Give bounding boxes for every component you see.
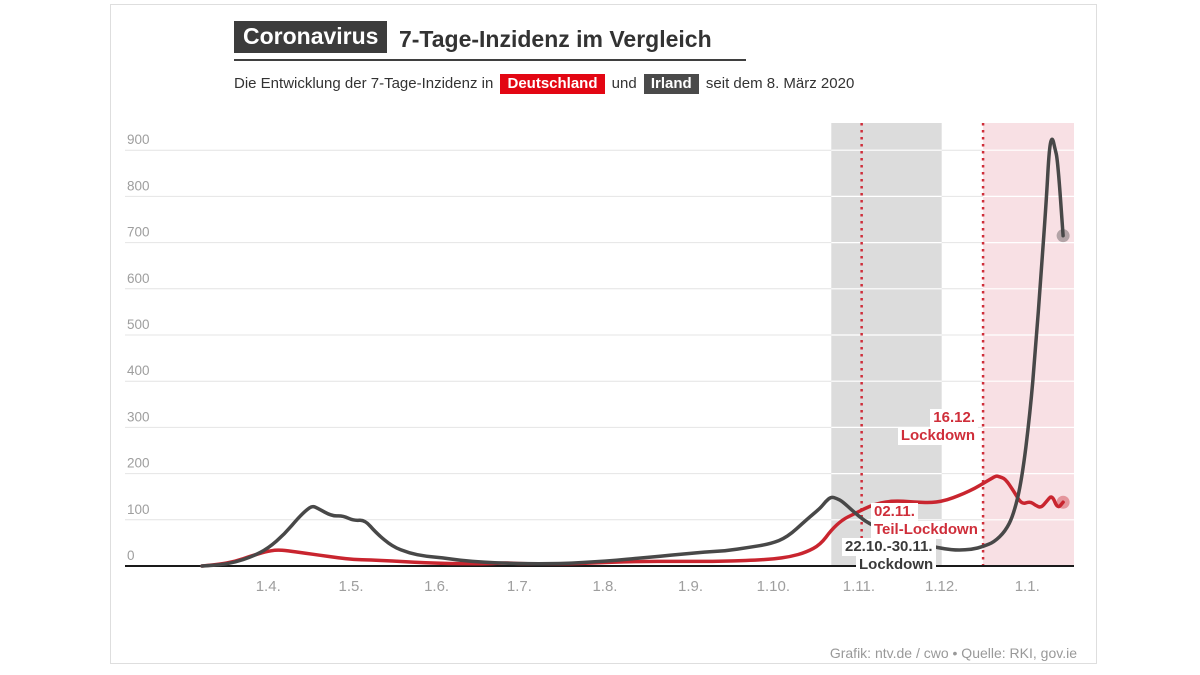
subtitle-middle: und xyxy=(611,75,637,92)
annotation-date: 16.12. xyxy=(930,409,978,427)
subtitle-suffix: seit dem 8. März 2020 xyxy=(705,75,855,92)
annotation-label: Lockdown xyxy=(897,427,978,445)
kicker-badge: Coronavirus xyxy=(234,21,388,53)
annotation-label: Teil-Lockdown xyxy=(871,521,981,539)
germany-badge: Deutschland xyxy=(500,74,605,94)
credit-line: Grafik: ntv.de / cwo • Quelle: RKI, gov.… xyxy=(829,645,1077,661)
annotation-teil-lockdown-germany: 02.11. Teil-Lockdown xyxy=(871,503,981,539)
annotation-lockdown-ireland: 22.10.-30.11. Lockdown xyxy=(842,538,937,574)
ireland-badge: Irland xyxy=(643,74,699,94)
annotation-date: 02.11. xyxy=(871,503,918,521)
annotation-label: Lockdown xyxy=(856,556,937,574)
page-title: 7-Tage-Inzidenz im Vergleich xyxy=(398,25,712,52)
subtitle: Die Entwicklung der 7-Tage-Inzidenz in D… xyxy=(234,74,854,94)
chart-card: Coronavirus 7-Tage-Inzidenz im Vergleich… xyxy=(110,4,1097,664)
subtitle-prefix: Die Entwicklung der 7-Tage-Inzidenz in xyxy=(234,75,494,92)
annotation-date: 22.10.-30.11. xyxy=(842,538,936,556)
annotation-lockdown-germany: 16.12. Lockdown xyxy=(897,409,978,445)
title-row: Coronavirus 7-Tage-Inzidenz im Vergleich xyxy=(234,21,746,61)
